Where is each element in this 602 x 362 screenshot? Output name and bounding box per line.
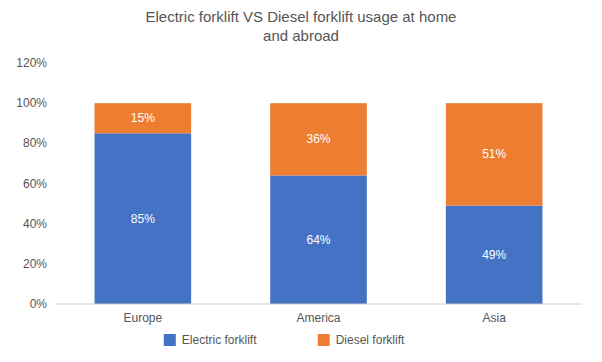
data-label: 36% — [306, 132, 330, 146]
title: Electric forklift VS Diesel forklift usa… — [146, 8, 457, 44]
y-tick-label: 80% — [23, 136, 47, 150]
data-labels: 85% 15% 64% 36% 49% 51% — [131, 111, 507, 262]
data-label: 51% — [482, 147, 506, 161]
x-tick-label: America — [296, 311, 340, 325]
bar — [95, 133, 192, 304]
y-tick-label: 60% — [23, 177, 47, 191]
chart: Electric forklift VS Diesel forklift usa… — [0, 0, 602, 362]
x-tick-label: Europe — [123, 311, 162, 325]
bar — [270, 175, 367, 304]
y-tick-label: 100% — [16, 96, 47, 110]
bar — [270, 103, 367, 175]
bar — [446, 206, 543, 304]
bar — [95, 103, 192, 133]
x-axis-line — [55, 304, 582, 305]
y-tick-label: 40% — [23, 217, 47, 231]
y-tick-label: 0% — [30, 297, 48, 311]
bar — [446, 103, 543, 205]
legend-swatch — [164, 334, 176, 346]
bars — [95, 103, 543, 304]
x-tick-label: Asia — [482, 311, 506, 325]
title-line: and abroad — [263, 27, 339, 44]
data-label: 85% — [131, 212, 155, 226]
legend: Electric forklift Diesel forklift — [164, 333, 405, 347]
legend-swatch — [318, 334, 330, 346]
data-label: 49% — [482, 248, 506, 262]
data-label: 15% — [131, 111, 155, 125]
y-tick-label: 120% — [16, 56, 47, 70]
data-label: 64% — [306, 233, 330, 247]
title-line: Electric forklift VS Diesel forklift usa… — [146, 8, 457, 25]
y-tick-label: 20% — [23, 257, 47, 271]
legend-label: Electric forklift — [182, 333, 257, 347]
y-axis-line — [55, 63, 56, 304]
legend-label: Diesel forklift — [336, 333, 405, 347]
